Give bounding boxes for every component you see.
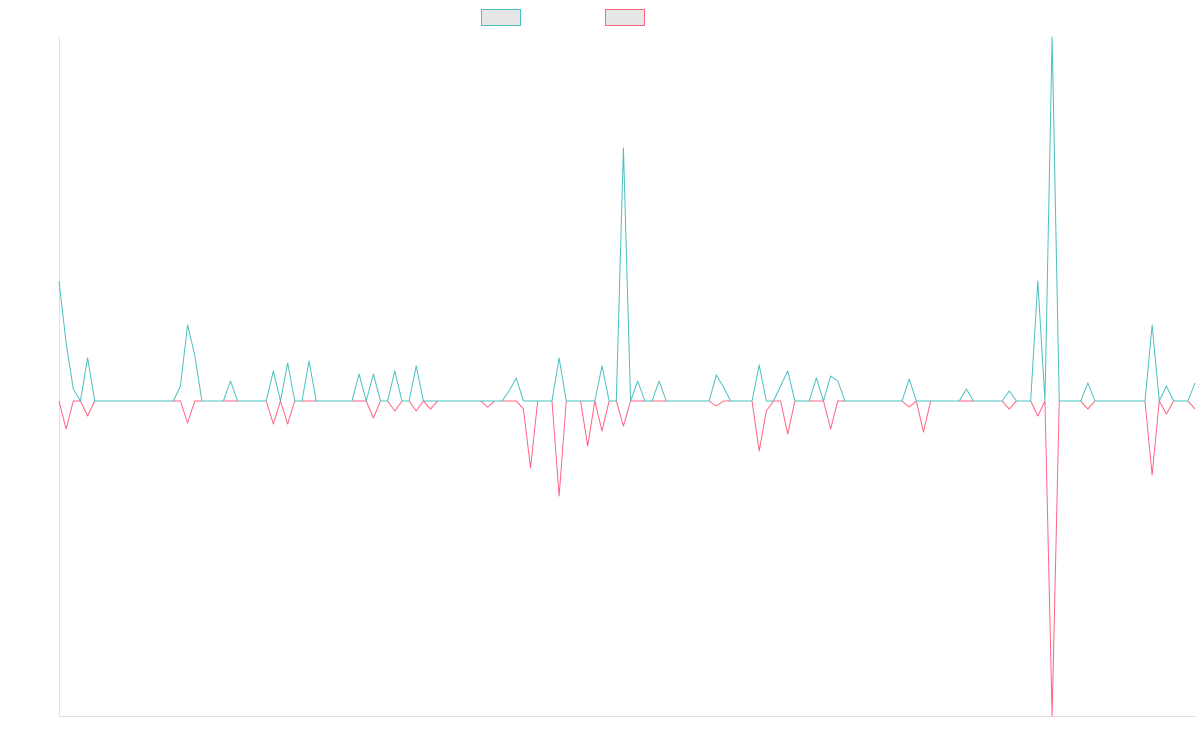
line-series (58, 36, 1196, 402)
legend-swatch (605, 9, 645, 26)
line-series (58, 400, 1196, 717)
legend-swatch (481, 9, 521, 26)
